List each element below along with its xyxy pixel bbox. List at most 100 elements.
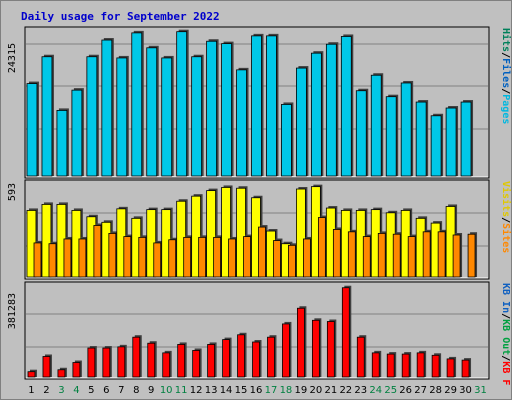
bar-kb-day-3: [57, 369, 66, 378]
legend-kb-entry-0: KB In: [500, 283, 511, 313]
max-label-hits: 24315: [7, 43, 18, 73]
legend-kb-entry-2: KB Out: [500, 319, 511, 355]
bar-kb-day-15: [237, 334, 245, 378]
x-tick-label-day-19: 19: [295, 385, 308, 396]
legend-hits-entry-1: /: [500, 52, 511, 58]
x-tick-label-day-12: 12: [190, 385, 203, 396]
legend-hits-entry-2: Files: [500, 58, 512, 88]
bar-hits-day-25: [385, 96, 397, 177]
bar-sites-day-6: [108, 233, 117, 278]
x-tick-label-day-13: 13: [205, 385, 218, 396]
bar-kb-day-2: [42, 356, 51, 378]
bar-sites-day-23: [362, 236, 371, 278]
chart-title: Daily usage for September 2022: [21, 10, 220, 23]
legend-visits-entry-1: /: [500, 217, 511, 223]
bar-sites-day-16: [258, 226, 266, 278]
bar-sites-day-9: [153, 242, 162, 278]
x-tick-label-day-16: 16: [250, 385, 263, 396]
bar-sites-day-5: [93, 225, 102, 278]
x-tick-label-day-25: 25: [384, 385, 397, 396]
bar-kb-day-4: [72, 362, 81, 378]
x-tick-label-day-29: 29: [444, 385, 457, 396]
bar-hits-day-30: [460, 101, 472, 177]
bar-hits-day-14: [221, 43, 232, 177]
bar-kb-day-19: [297, 307, 305, 378]
bar-hits-day-7: [116, 57, 128, 177]
x-tick-label-day-24: 24: [369, 385, 382, 396]
bar-sites-day-3: [63, 238, 72, 278]
bar-kb-day-25: [386, 353, 395, 378]
bar-kb-day-8: [132, 336, 141, 378]
bar-kb-day-24: [371, 352, 380, 378]
bar-visits-day-13: [206, 190, 216, 278]
bar-kb-day-1: [27, 371, 36, 378]
legend-hits: Hits/Files/Pages: [500, 28, 512, 124]
bar-visits-day-12: [191, 195, 202, 278]
bar-hits-day-12: [191, 56, 203, 177]
legend-kb-entry-4: KB F: [500, 361, 511, 385]
bar-hits-day-19: [296, 67, 307, 177]
bar-kb-day-14: [222, 339, 230, 378]
bar-visits-day-15: [236, 187, 246, 278]
bar-hits-day-22: [340, 36, 352, 177]
x-tick-label-day-4: 4: [73, 385, 79, 396]
bar-hits-day-8: [131, 32, 143, 177]
bar-sites-day-8: [138, 236, 147, 278]
max-label-kb: 381283: [7, 293, 18, 329]
x-tick-label-day-23: 23: [354, 385, 367, 396]
bar-kb-day-29: [446, 358, 455, 378]
bar-sites-day-4: [78, 238, 87, 278]
bar-sites-day-30: [467, 233, 476, 278]
bar-kb-day-16: [252, 341, 260, 378]
x-tick-label-day-15: 15: [235, 385, 248, 396]
bar-visits-day-14: [221, 187, 231, 278]
legend-visits-entry-0: Visits: [500, 181, 512, 217]
x-tick-label-day-31: 31: [474, 385, 487, 396]
x-tick-label-day-6: 6: [103, 385, 109, 396]
x-tick-label-day-10: 10: [160, 385, 173, 396]
bar-sites-day-10: [168, 239, 177, 278]
bar-sites-day-24: [377, 233, 386, 278]
bar-hits-day-17: [266, 35, 277, 177]
bar-sites-day-25: [392, 233, 401, 278]
bar-hits-day-26: [400, 82, 412, 177]
bar-sites-day-12: [198, 236, 207, 278]
bar-kb-day-23: [356, 336, 365, 378]
bar-hits-day-23: [355, 90, 367, 177]
bar-hits-day-5: [86, 56, 98, 177]
bar-hits-day-3: [56, 110, 68, 177]
x-tick-label-day-28: 28: [429, 385, 442, 396]
bar-hits-day-27: [415, 101, 427, 177]
bar-hits-day-6: [101, 39, 113, 177]
bar-hits-day-18: [281, 104, 292, 177]
bar-hits-day-13: [206, 40, 217, 177]
bar-hits-day-24: [370, 74, 382, 177]
bar-kb-day-9: [147, 342, 156, 378]
legend-kb-entry-3: /: [500, 355, 511, 361]
bar-kb-day-28: [431, 354, 440, 378]
x-tick-label-day-5: 5: [88, 385, 94, 396]
bar-sites-day-17: [273, 240, 281, 278]
bar-sites-day-27: [422, 231, 431, 278]
bar-kb-day-17: [267, 336, 275, 378]
legend-hits-entry-3: /: [500, 88, 511, 94]
bar-visits-day-2: [41, 203, 52, 278]
bar-hits-day-21: [325, 43, 337, 177]
bar-hits-day-20: [310, 52, 322, 177]
x-tick-label-day-2: 2: [43, 385, 49, 396]
x-tick-label-day-30: 30: [459, 385, 472, 396]
bar-hits-day-16: [251, 35, 262, 177]
x-tick-label-day-7: 7: [118, 385, 124, 396]
bar-sites-day-18: [288, 244, 296, 278]
bar-kb-day-10: [162, 352, 171, 378]
bar-kb-day-11: [177, 344, 186, 378]
bar-kb-day-13: [207, 344, 215, 378]
bar-sites-day-29: [452, 234, 461, 278]
bar-sites-day-26: [407, 236, 416, 278]
bar-hits-day-28: [430, 115, 442, 177]
x-tick-label-day-14: 14: [220, 385, 233, 396]
bar-sites-day-20: [317, 217, 326, 278]
bar-hits-day-10: [161, 57, 173, 177]
x-tick-label-day-17: 17: [265, 385, 278, 396]
bar-hits-day-4: [71, 89, 83, 177]
